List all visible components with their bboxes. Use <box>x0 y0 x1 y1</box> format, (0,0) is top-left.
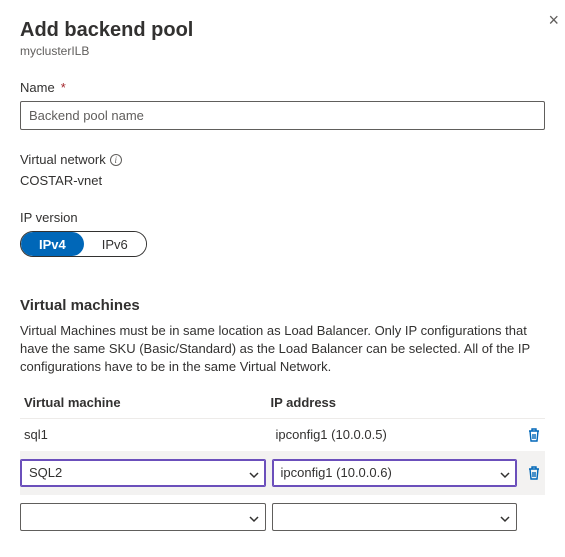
ip-cell: ipconfig1 (10.0.0.5) <box>272 427 518 442</box>
info-icon[interactable]: i <box>110 154 122 166</box>
vm-dropdown[interactable]: SQL2 <box>20 459 266 487</box>
panel-subtitle: myclusterILB <box>20 44 545 58</box>
table-row <box>20 495 545 539</box>
chevron-down-icon <box>500 468 510 478</box>
ip-dropdown-value: ipconfig1 (10.0.0.6) <box>281 465 392 480</box>
ip-dropdown[interactable] <box>272 503 518 531</box>
ip-dropdown[interactable]: ipconfig1 (10.0.0.6) <box>272 459 518 487</box>
vm-column-header: Virtual machine <box>20 395 271 410</box>
panel-title: Add backend pool <box>20 18 545 42</box>
delete-button[interactable] <box>523 465 545 481</box>
vnet-label-text: Virtual network <box>20 152 106 167</box>
ipv4-option[interactable]: IPv4 <box>21 232 84 256</box>
chevron-down-icon <box>500 512 510 522</box>
name-input[interactable] <box>20 101 545 130</box>
name-label-text: Name <box>20 80 55 95</box>
name-label: Name * <box>20 80 545 95</box>
vm-name-cell: sql1 <box>20 427 266 442</box>
table-row: sql1 ipconfig1 (10.0.0.5) <box>20 419 545 451</box>
close-icon[interactable]: × <box>548 10 559 31</box>
delete-button[interactable] <box>523 427 545 443</box>
ip-version-label: IP version <box>20 210 545 225</box>
ip-column-header: IP address <box>271 395 518 410</box>
vm-dropdown-value: SQL2 <box>29 465 62 480</box>
vm-table: Virtual machine IP address sql1 ipconfig… <box>20 395 545 539</box>
ipv6-option[interactable]: IPv6 <box>84 232 146 256</box>
trash-icon <box>527 465 541 481</box>
required-star-icon: * <box>61 80 66 95</box>
vnet-label: Virtual network i <box>20 152 545 167</box>
table-row: SQL2 ipconfig1 (10.0.0.6) <box>20 451 545 495</box>
chevron-down-icon <box>249 512 259 522</box>
ip-version-toggle: IPv4 IPv6 <box>20 231 147 257</box>
vm-section-description: Virtual Machines must be in same locatio… <box>20 322 545 377</box>
chevron-down-icon <box>249 468 259 478</box>
vm-dropdown[interactable] <box>20 503 266 531</box>
vnet-value: COSTAR-vnet <box>20 173 545 188</box>
vm-table-header: Virtual machine IP address <box>20 395 545 419</box>
trash-icon <box>527 427 541 443</box>
vm-section-title: Virtual machines <box>20 297 545 314</box>
